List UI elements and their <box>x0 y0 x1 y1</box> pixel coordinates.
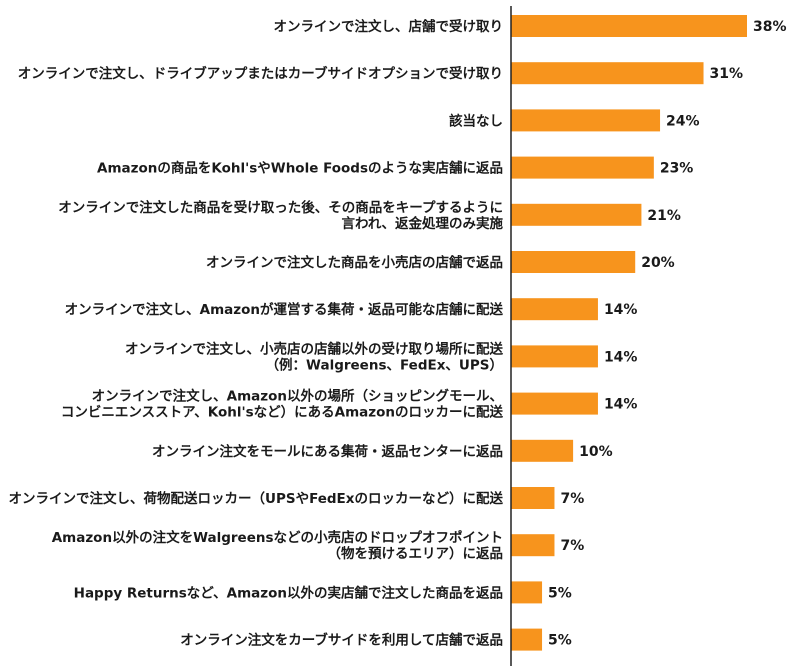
category-label: Amazon以外の注文をWalgreensなどの小売店のドロップオフポイント（物… <box>52 529 503 562</box>
bar <box>511 62 704 85</box>
category-label: Happy Returnsなど、Amazon以外の実店舗で注文した商品を返品 <box>74 584 503 601</box>
bar <box>511 109 661 132</box>
bar <box>511 203 642 226</box>
bar <box>511 487 555 509</box>
category-label: Amazonの商品をKohl'sやWhole Foodsのような実店舗に返品 <box>97 160 503 177</box>
category-label: オンラインで注文し、ドライブアップまたはカーブサイドオプションで受け取り <box>18 65 503 82</box>
value-label: 31% <box>710 66 744 82</box>
value-label: 14% <box>604 302 638 318</box>
bar <box>511 581 543 604</box>
value-labels-group: 38% 31% 24% 23% 21% 20% 14% 14% 14% 10% 7% 7% 5% 5% <box>548 19 786 649</box>
bar <box>511 392 598 415</box>
bar <box>511 156 654 179</box>
category-label: オンラインで注文し、Amazon以外の場所（ショッピングモール、コンビニエンスス… <box>61 388 504 421</box>
category-label: オンラインで注文し、荷物配送ロッカー（UPSやFedExのロッカーなど）に配送 <box>8 490 503 507</box>
value-label: 20% <box>641 255 675 271</box>
category-label: オンラインで注文した商品を小売店の店舗で返品 <box>206 254 503 271</box>
bar <box>511 298 598 321</box>
bar <box>511 439 574 462</box>
value-label: 14% <box>604 397 638 413</box>
bars-group <box>511 15 747 651</box>
category-label: オンラインで注文し、小売店の店舗以外の受け取り場所に配送（例：Walgreens… <box>125 340 503 373</box>
value-label: 21% <box>647 208 681 224</box>
bar <box>511 534 555 557</box>
value-label: 5% <box>548 633 572 649</box>
bar <box>511 15 747 37</box>
value-label: 24% <box>666 113 700 129</box>
category-label: オンラインで注文した商品を受け取った後、その商品をキープするように言われ、返金処… <box>58 199 503 232</box>
bar <box>511 251 636 273</box>
category-label: オンラインで注文し、店舗で受け取り <box>274 18 504 35</box>
category-label: 該当なし <box>449 112 503 129</box>
value-label: 7% <box>560 538 584 554</box>
category-label: オンライン注文をモールにある集荷・返品センターに返品 <box>152 443 503 460</box>
value-label: 10% <box>579 444 613 460</box>
value-label: 14% <box>604 349 638 365</box>
bar <box>511 345 598 368</box>
value-label: 38% <box>753 19 787 35</box>
value-label: 7% <box>560 491 584 507</box>
category-label: オンライン注文をカーブサイドを利用して店舗で返品 <box>180 632 503 649</box>
value-label: 23% <box>660 161 694 177</box>
bar <box>511 628 543 651</box>
category-label: オンラインで注文し、Amazonが運営する集荷・返品可能な店舗に配送 <box>65 301 504 318</box>
category-labels-group: オンラインで注文し、店舗で受け取りオンラインで注文し、ドライブアップまたはカーブ… <box>8 18 503 649</box>
value-label: 5% <box>548 585 572 601</box>
